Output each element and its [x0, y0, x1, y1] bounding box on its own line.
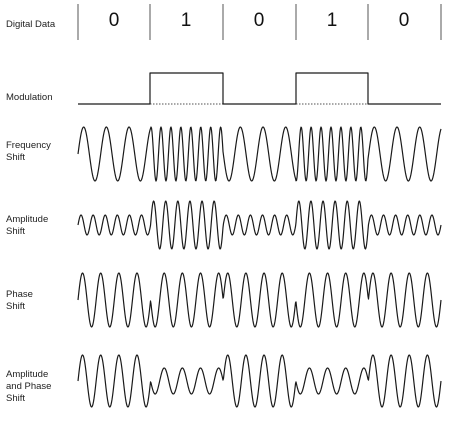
bit-values: 0 1 0 1 0: [109, 10, 410, 31]
bit-dividers: [77, 4, 442, 40]
bit-value-3: 1: [327, 10, 338, 31]
label-amplitude-shift-line1: Amplitude: [6, 214, 48, 225]
label-amp-phase-line1: Amplitude: [6, 369, 48, 380]
frequency-shift-waveform: [77, 126, 442, 182]
label-phase-shift: Phase Shift: [6, 289, 36, 312]
label-modulation: Modulation: [6, 92, 52, 103]
label-amplitude-shift-line2: Shift: [6, 226, 25, 237]
amplitude-and-phase-shift-waveform: [77, 354, 442, 408]
phase-shift-waveform: [77, 272, 442, 328]
label-amp-phase-line2: and Phase: [6, 381, 51, 392]
label-frequency-shift-line2: Shift: [6, 152, 25, 163]
bit-value-1: 1: [181, 10, 192, 31]
modulation-signal: [78, 72, 441, 105]
label-frequency-shift-line1: Frequency: [6, 140, 51, 151]
label-digital-data: Digital Data: [6, 19, 56, 30]
label-frequency-shift: Frequency Shift: [6, 140, 54, 163]
label-amplitude-and-phase-shift: Amplitude and Phase Shift: [6, 369, 54, 404]
label-phase-shift-line1: Phase: [6, 289, 33, 300]
modulation-square-wave: [78, 72, 441, 105]
bit-value-0: 0: [109, 10, 120, 31]
label-phase-shift-line2: Shift: [6, 301, 25, 312]
bit-value-2: 0: [254, 10, 265, 31]
amplitude-shift-waveform: [77, 200, 442, 250]
label-amp-phase-line3: Shift: [6, 393, 25, 404]
bit-value-4: 0: [399, 10, 410, 31]
label-amplitude-shift: Amplitude Shift: [6, 214, 51, 237]
